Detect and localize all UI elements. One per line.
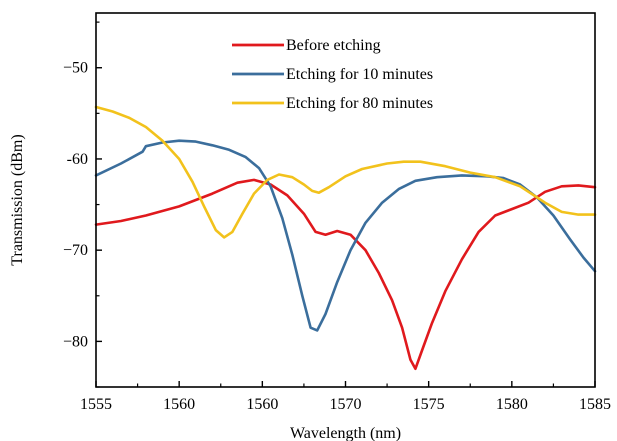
y-axis-title: Transmission (dBm) <box>9 134 26 265</box>
x-tick-label: 1580 <box>496 396 528 413</box>
series-line-3 <box>94 105 597 239</box>
y-tick-label: −80 <box>63 333 88 350</box>
x-tick-label: 1560 <box>246 396 278 413</box>
x-tick-label: 1570 <box>330 396 362 413</box>
y-axis-ticks: −80 −70 -60 −50 <box>63 21 102 388</box>
x-axis-ticks: 1555 1560 1560 1570 1575 1580 1585 <box>80 381 611 413</box>
x-tick-label: 1575 <box>413 396 445 413</box>
series-line-2 <box>94 139 597 332</box>
x-axis-title: Wavelength (nm) <box>290 425 401 441</box>
y-tick-label: −70 <box>63 242 88 259</box>
x-tick-label: 1585 <box>579 396 611 413</box>
y-tick-label: −50 <box>63 60 88 77</box>
legend-label-3: Etching for 80 minutes <box>286 95 433 112</box>
x-tick-label: 1555 <box>80 396 112 413</box>
y-tick-label: -60 <box>67 151 88 168</box>
series-layer <box>94 105 597 371</box>
legend-label-1: Before etching <box>286 37 381 54</box>
x-tick-label: 1560 <box>163 396 195 413</box>
series-line-1 <box>94 178 597 371</box>
legend-label-2: Etching for 10 minutes <box>286 66 433 83</box>
legend: Before etching Etching for 10 minutes Etch… <box>232 37 433 112</box>
